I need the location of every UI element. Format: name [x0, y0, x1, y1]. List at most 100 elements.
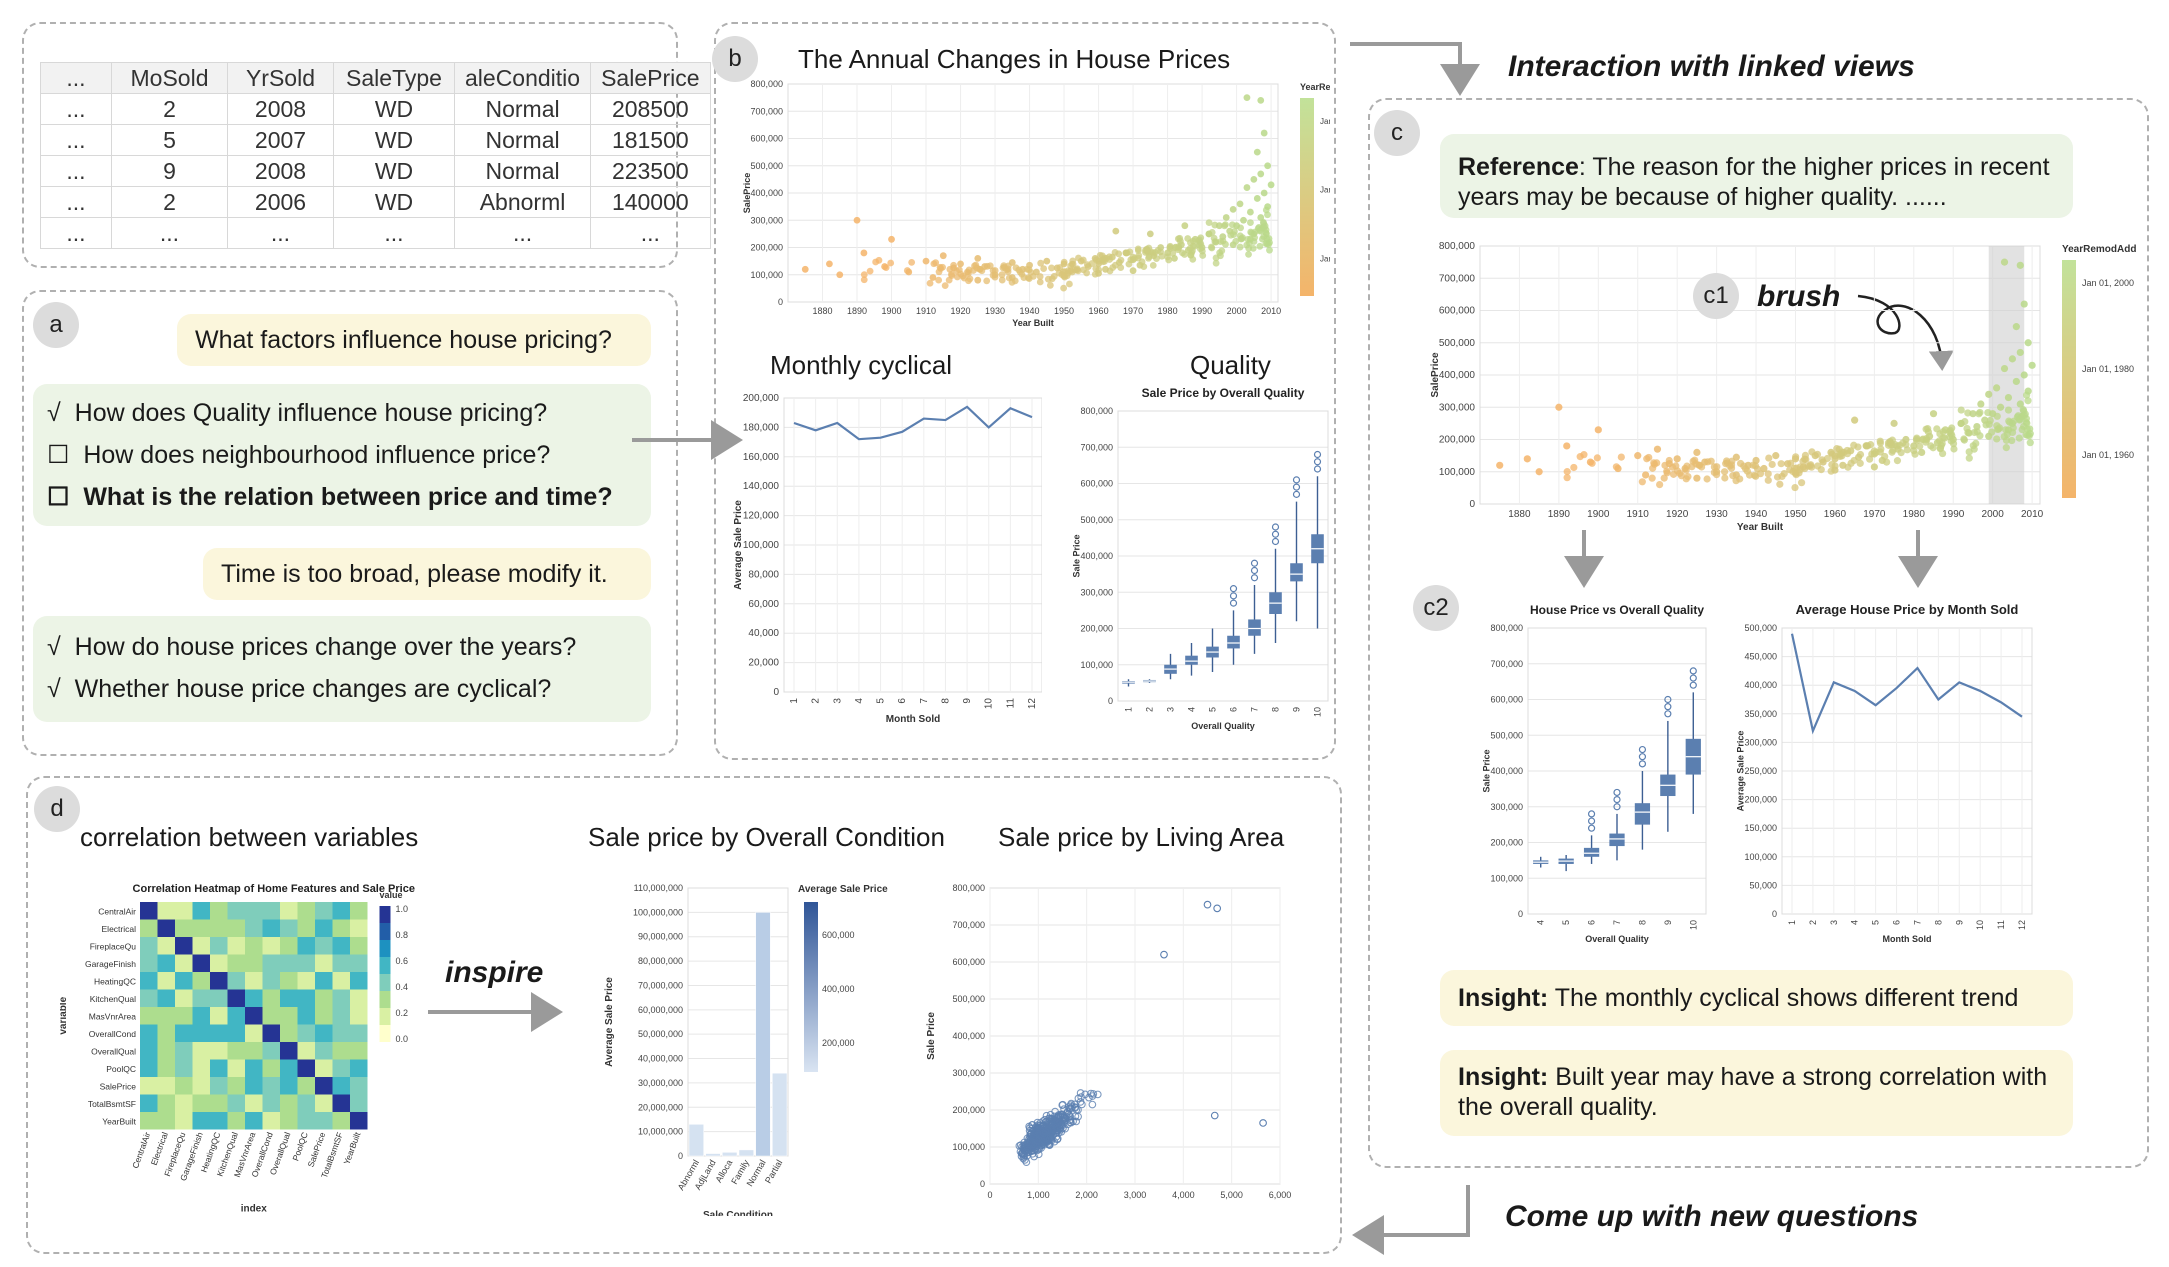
y-tick-label: 60,000,000 — [638, 1005, 683, 1015]
heatmap-cell — [262, 1112, 280, 1130]
data-point — [1744, 461, 1752, 469]
data-point — [2004, 393, 2013, 402]
data-point — [1993, 425, 2002, 434]
data-point — [1260, 189, 1268, 197]
data-point — [1713, 463, 1721, 471]
y-tick-label: 600,000 — [1080, 479, 1113, 489]
data-point — [983, 277, 991, 285]
data-point — [1172, 243, 1180, 251]
x-tick-label: 1980 — [1903, 509, 1926, 520]
c2-monthly-chart: 0 50,000 100,000 150,000 200,000 250,000 300,0… — [1735, 602, 2033, 944]
data-point — [1653, 459, 1661, 467]
legend-tick: 0.4 — [396, 982, 409, 992]
plot-frame — [1479, 245, 2041, 505]
y-tick-label: 400,000 — [952, 1031, 985, 1041]
y-tick-label: 70,000,000 — [638, 980, 683, 990]
x-tick-label: 1930 — [985, 306, 1005, 316]
heatmap-cell — [175, 1059, 193, 1077]
table-cell: WD — [333, 93, 455, 125]
x-tick-label: 4 — [1850, 920, 1860, 925]
brush-cursor-curve — [1857, 294, 1954, 371]
d-corr-title: correlation between variables — [80, 822, 419, 852]
heatmap-cell — [297, 954, 315, 972]
data-point — [1576, 453, 1584, 461]
heatmap-cell — [192, 1007, 210, 1025]
heatmap-cell — [140, 1059, 158, 1077]
y-axis-title: Average Sale Price — [1735, 731, 1745, 812]
c-scatter-chart: 0 100,000 200,000 300,000 400,000 500,000 600,… — [1430, 241, 2136, 533]
table-cell: WD — [333, 186, 455, 218]
heatmap-cell — [245, 954, 263, 972]
x-axis-title: Year Built — [1737, 522, 1784, 533]
suggestion-item[interactable]: ☐ How does neighbourhood influence price… — [33, 434, 651, 476]
heatmap-cell — [280, 937, 298, 955]
col-label: PoolQC — [290, 1131, 310, 1162]
heatmap-cell — [350, 1077, 368, 1095]
y-tick-label: 700,000 — [952, 920, 985, 930]
data-point — [1164, 249, 1171, 257]
heatmap-cell — [227, 1112, 245, 1130]
y-tick-label: 300,000 — [952, 1068, 985, 1078]
x-tick-label: 1 — [789, 698, 800, 704]
legend-tick: 1.0 — [396, 904, 409, 914]
data-point — [926, 279, 934, 287]
data-point — [1801, 451, 1810, 459]
data-point — [1776, 480, 1784, 488]
heatmap-cell — [297, 972, 315, 990]
data-point — [922, 257, 930, 265]
heatmap-cell — [192, 1042, 210, 1060]
data-point — [1649, 464, 1657, 472]
data-point — [836, 271, 844, 279]
x-tick-label: 1960 — [1824, 509, 1847, 520]
suggestion-item[interactable]: √ How does Quality influence house prici… — [33, 392, 651, 434]
bar — [688, 1124, 704, 1157]
heatmap-cell — [280, 919, 298, 937]
x-axis-title: Overall Quality — [1585, 934, 1649, 944]
x-tick-label: 6 — [1892, 920, 1902, 925]
suggestion-item[interactable]: √ Whether house price changes are cyclic… — [33, 668, 651, 710]
data-point — [1720, 468, 1729, 476]
heatmap-cell — [227, 1094, 245, 1112]
heatmap-cell — [157, 972, 175, 990]
data-point — [935, 276, 943, 284]
suggestion-item[interactable]: √ How do house prices change over the ye… — [33, 626, 651, 668]
data-point — [1158, 252, 1166, 260]
y-axis-title: SalePrice — [1430, 352, 1441, 397]
data-point — [1989, 410, 1997, 418]
heatmap-cell — [227, 1042, 245, 1060]
table-cell: ... — [453, 217, 592, 249]
data-point — [1053, 1123, 1061, 1131]
x-tick-label: 12 — [1027, 698, 1038, 710]
heatmap-cell — [262, 1042, 280, 1060]
y-tick-label: 100,000 — [1080, 660, 1113, 670]
suggestion-item[interactable]: ☐ What is the relation between price and… — [33, 476, 651, 518]
heatmap-cell — [175, 972, 193, 990]
heatmap-cell — [245, 919, 263, 937]
x-tick-label: 6,000 — [1269, 1190, 1292, 1200]
badge-b: b — [712, 36, 758, 82]
y-tick-label: 500,000 — [1490, 730, 1523, 740]
row-label: YearBuilt — [102, 1116, 136, 1126]
row-label: Electrical — [102, 924, 137, 934]
panel-d — [26, 776, 1342, 1254]
data-point — [1044, 275, 1052, 283]
d-heatmap-chart: Correlation Heatmap of Home Features and… — [60, 883, 415, 1215]
data-point — [826, 260, 833, 268]
x-tick-label: 2 — [1808, 920, 1818, 925]
data-point — [1806, 462, 1814, 470]
data-point — [1870, 450, 1878, 458]
heatmap-cell — [297, 1042, 315, 1060]
legend-tick: 600,000 — [822, 930, 855, 940]
x-tick-label: 7 — [1612, 920, 1622, 925]
table-header: aleConditio — [453, 62, 592, 94]
heatmap-cell — [262, 937, 280, 955]
data-point — [1965, 448, 1973, 456]
heatmap-cell — [297, 1112, 315, 1130]
x-tick-label: 1890 — [847, 306, 867, 316]
arrow-c-to-d — [1352, 1185, 1470, 1255]
x-tick-label: 1980 — [1158, 306, 1178, 316]
data-point — [1037, 259, 1045, 267]
data-point — [950, 264, 958, 272]
y-tick-label: 10,000,000 — [638, 1127, 683, 1137]
heatmap-cell — [315, 937, 333, 955]
